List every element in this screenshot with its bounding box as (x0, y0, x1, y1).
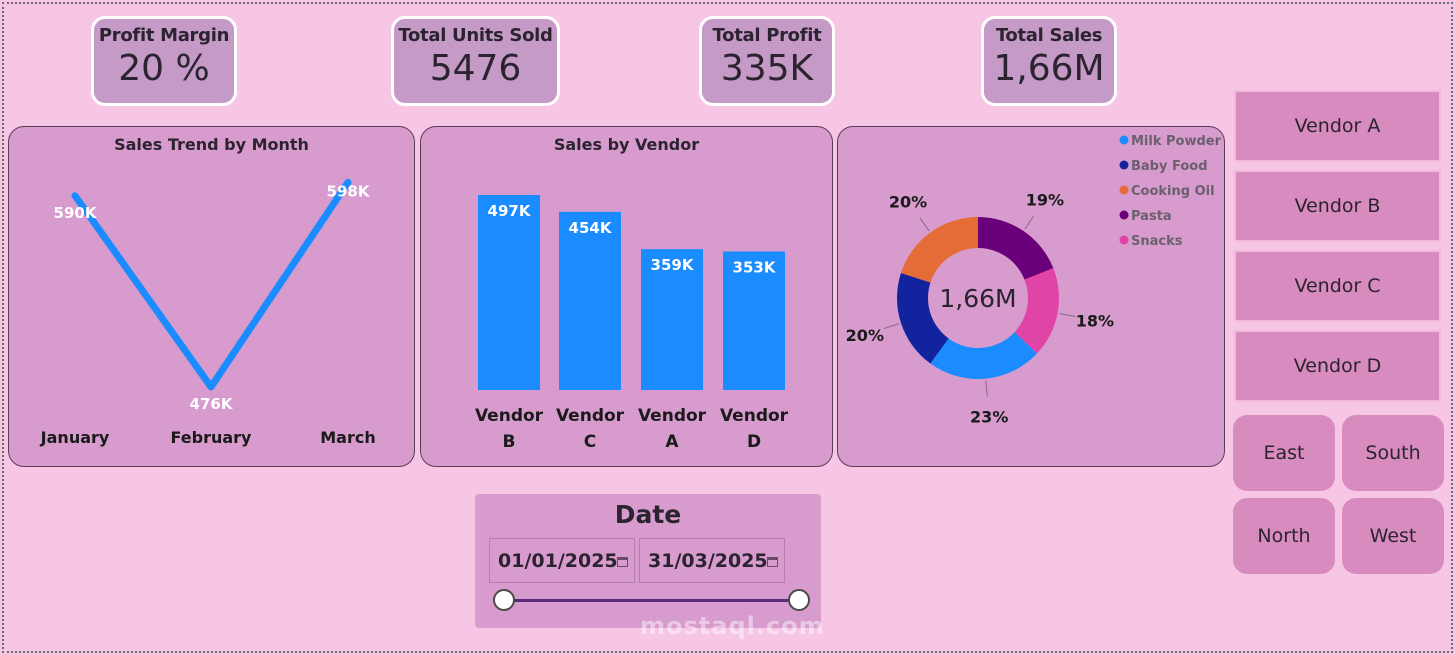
kpi-profit-margin: Profit Margin 20 % (91, 16, 237, 106)
legend-entry[interactable]: Cooking Oil (1131, 184, 1215, 199)
watermark: mostaql.com (640, 612, 825, 640)
legend-entry[interactable]: Milk Powder (1131, 134, 1222, 149)
data-label: 20% (846, 326, 884, 345)
data-label: 18% (1076, 311, 1114, 330)
calendar-icon[interactable] (767, 557, 778, 567)
bar[interactable] (559, 211, 621, 390)
region-button-east[interactable]: East (1233, 415, 1335, 491)
x-tick-label: Vendor (556, 406, 625, 426)
leader-line (1024, 215, 1035, 230)
chart-title: Sales by Vendor (553, 135, 700, 154)
data-label: 454K (569, 219, 613, 237)
region-button-south[interactable]: South (1342, 415, 1444, 491)
data-label: 598K (327, 182, 371, 200)
x-tick-label: D (747, 432, 761, 452)
data-label: 359K (651, 256, 695, 274)
date-slicer: Date 01/01/2025 31/03/2025 (475, 494, 821, 628)
region-button-north[interactable]: North (1233, 498, 1335, 574)
legend-entry[interactable]: Baby Food (1131, 159, 1208, 174)
donut-slice[interactable] (930, 332, 1038, 379)
sales-trend-chart: 590K January 476K February 598K March (40, 178, 376, 447)
x-tick-label: Vendor (638, 406, 707, 426)
calendar-icon[interactable] (617, 557, 628, 567)
region-button-west[interactable]: West (1342, 498, 1444, 574)
start-date-input[interactable]: 01/01/2025 (489, 538, 635, 583)
donut-slice[interactable] (900, 217, 978, 283)
data-label: 590K (54, 204, 98, 222)
data-label: 497K (488, 202, 532, 220)
kpi-label: Total Units Sold (398, 25, 553, 46)
leader-line (919, 217, 930, 232)
legend-marker (1119, 210, 1129, 220)
legend-entry[interactable]: Snacks (1131, 234, 1183, 249)
sales-by-product-chart: 19% 18% 23% 20% 20% 1,66M Milk Powder Baby Food… (846, 134, 1222, 426)
data-label: 19% (1026, 191, 1064, 210)
x-tick-label: March (320, 428, 375, 447)
donut-slice[interactable] (1014, 268, 1059, 354)
kpi-value: 335K (720, 48, 814, 89)
vendor-button-b[interactable]: Vendor B (1234, 170, 1441, 242)
trend-line (71, 178, 352, 391)
x-tick-label: Vendor (475, 406, 544, 426)
vendor-button-c[interactable]: Vendor C (1234, 250, 1441, 322)
chart-title: Sales Trend by Month (114, 135, 309, 154)
legend-marker (1119, 235, 1129, 245)
sales-by-vendor-panel: Sales by Vendor 497K Vendor B 454K Vendor C 35… (420, 126, 833, 467)
date-slicer-title: Date (614, 500, 682, 529)
donut-slice[interactable] (978, 217, 1054, 280)
date-range-end-handle[interactable] (788, 589, 810, 611)
sales-trend-panel: Sales Trend by Month 590K January 476K Febr… (8, 126, 415, 467)
leader-line (883, 323, 900, 330)
x-tick-label: B (503, 432, 516, 452)
kpi-label: Total Profit (712, 25, 822, 46)
x-tick-label: February (171, 428, 253, 447)
end-date-value: 31/03/2025 (648, 549, 768, 572)
x-tick-label: January (40, 428, 110, 447)
x-tick-label: A (665, 432, 679, 452)
leader-line (1059, 313, 1076, 318)
kpi-value: 20 % (118, 48, 210, 89)
kpi-total-sales: Total Sales 1,66M (981, 16, 1117, 106)
bar[interactable] (723, 251, 785, 390)
end-date-input[interactable]: 31/03/2025 (639, 538, 785, 583)
kpi-value: 1,66M (993, 48, 1105, 89)
donut-center-label: 1,66M (939, 284, 1016, 313)
data-label: 23% (970, 407, 1008, 426)
vendor-button-d[interactable]: Vendor D (1234, 330, 1441, 402)
kpi-label: Profit Margin (98, 25, 230, 46)
kpi-label: Total Sales (995, 25, 1103, 46)
date-range-start-handle[interactable] (493, 589, 515, 611)
sales-by-product-panel: 19% 18% 23% 20% 20% 1,66M Milk Powder Baby Food… (837, 126, 1225, 467)
legend-marker (1119, 185, 1129, 195)
x-tick-label: C (584, 432, 596, 452)
vendor-button-a[interactable]: Vendor A (1234, 90, 1441, 162)
x-tick-label: Vendor (720, 406, 789, 426)
data-label: 476K (190, 395, 234, 413)
kpi-units-sold: Total Units Sold 5476 (391, 16, 560, 106)
date-range-track (503, 599, 799, 602)
sales-by-vendor-chart: 497K Vendor B 454K Vendor C 359K Vendor A 353K Ven… (475, 195, 789, 452)
kpi-total-profit: Total Profit 335K (699, 16, 835, 106)
bar[interactable] (478, 195, 540, 390)
kpi-value: 5476 (429, 48, 522, 89)
data-label: 20% (889, 193, 927, 212)
donut-slice[interactable] (897, 272, 949, 364)
legend-marker (1119, 135, 1129, 145)
bar[interactable] (641, 249, 703, 390)
legend-marker (1119, 160, 1129, 170)
data-label: 353K (733, 258, 777, 276)
leader-line (985, 380, 988, 397)
legend-entry[interactable]: Pasta (1131, 209, 1172, 224)
start-date-value: 01/01/2025 (498, 549, 618, 572)
